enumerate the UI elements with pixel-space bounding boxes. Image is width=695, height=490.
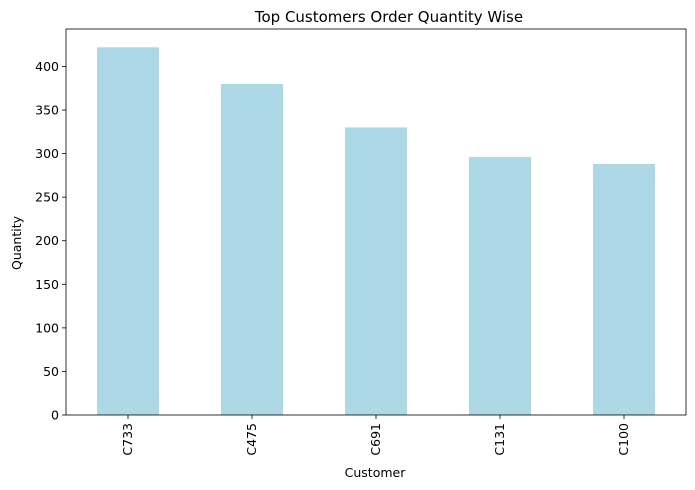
x-tick-label: C691 xyxy=(368,423,383,456)
plot-area: 0 50 100 150 200 250 300 350 400 C733 C475 C691 C13… xyxy=(35,28,687,456)
y-tick-label: 50 xyxy=(43,364,59,379)
y-axis: 0 50 100 150 200 250 300 350 400 xyxy=(35,59,66,423)
x-tick-label: C475 xyxy=(244,423,259,456)
y-tick-label: 200 xyxy=(35,233,59,248)
x-axis-label: Customer xyxy=(345,465,407,480)
bar-c691 xyxy=(345,127,407,415)
y-tick-label: 350 xyxy=(35,103,59,118)
bars xyxy=(97,47,655,415)
plot-frame xyxy=(65,28,687,416)
y-tick-label: 300 xyxy=(35,146,59,161)
y-axis-label: Quantity xyxy=(9,215,24,270)
bar-c100 xyxy=(593,164,655,415)
bar-c475 xyxy=(221,83,283,415)
x-tick-label: C733 xyxy=(120,423,135,456)
x-axis: C733 C475 C691 C131 C100 xyxy=(120,415,631,456)
y-tick-label: 100 xyxy=(35,320,59,335)
x-tick-label: C100 xyxy=(616,423,631,456)
y-tick-label: 400 xyxy=(35,59,59,74)
y-tick-label: 150 xyxy=(35,277,59,292)
bar-c131 xyxy=(469,157,531,415)
chart-title: Top Customers Order Quantity Wise xyxy=(254,8,523,26)
bar-c733 xyxy=(97,47,159,415)
y-tick-label: 0 xyxy=(51,408,59,423)
x-tick-label: C131 xyxy=(492,423,507,456)
y-tick-label: 250 xyxy=(35,190,59,205)
